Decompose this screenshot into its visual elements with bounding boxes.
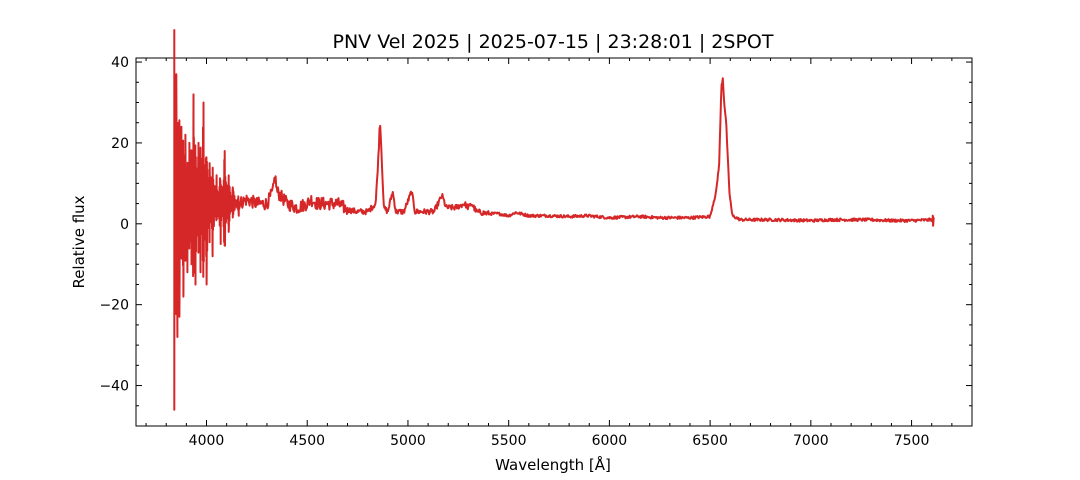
y-axis-label: Relative flux <box>70 195 88 288</box>
x-tick-label: 5000 <box>390 433 426 449</box>
y-axis: −40 −20 0 20 40 <box>99 55 972 407</box>
y-tick-label: 20 <box>111 136 129 152</box>
spectrum-line <box>173 29 935 411</box>
x-tick-label: 7500 <box>894 433 930 449</box>
y-tick-label: −40 <box>99 379 129 395</box>
x-tick-label: 5500 <box>491 433 527 449</box>
y-tick-label: 40 <box>111 55 129 71</box>
chart-title: PNV Vel 2025 | 2025-07-15 | 23:28:01 | 2… <box>333 31 774 53</box>
x-tick-label: 4000 <box>189 433 225 449</box>
x-tick-label: 7000 <box>793 433 829 449</box>
x-axis: 4000 4500 5000 5500 6000 6500 7000 7500 <box>145 58 973 449</box>
plot-frame <box>135 57 973 427</box>
x-tick-label: 4500 <box>289 433 325 449</box>
x-axis-label: Wavelength [Å] <box>495 455 611 474</box>
plot-area <box>135 29 973 427</box>
x-tick-label: 6000 <box>592 433 628 449</box>
x-tick-label: 6500 <box>692 433 728 449</box>
y-tick-label: −20 <box>99 298 129 314</box>
y-tick-label: 0 <box>120 217 129 233</box>
